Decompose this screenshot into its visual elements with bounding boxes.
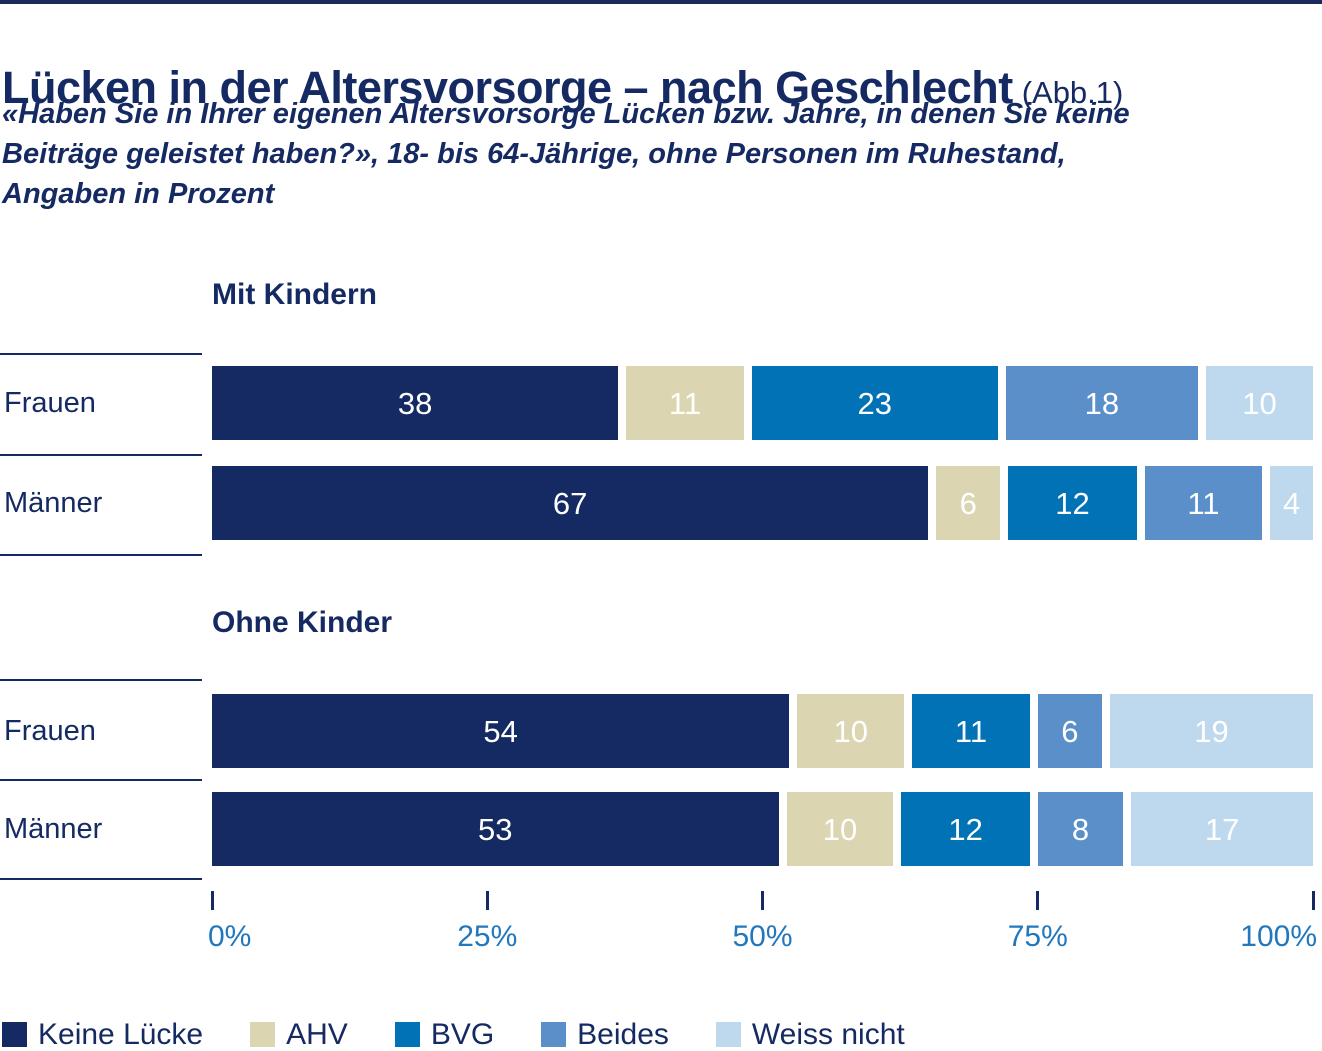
axis-tick [1311, 891, 1315, 910]
row-separator [0, 454, 202, 456]
legend-item-beides: Beides [541, 1019, 669, 1050]
bar-segment-keine-l-cke: 54 [212, 694, 790, 768]
segment-value: 54 [483, 713, 518, 749]
bar-segment-bvg: 12 [901, 792, 1030, 866]
bar-segment-ahv: 10 [797, 694, 905, 768]
legend: Keine Lücke AHV BVG Beides Weiss nicht [2, 1019, 905, 1050]
bar-segment-keine-l-cke: 38 [212, 366, 619, 440]
legend-label-ahv: AHV [286, 1018, 348, 1051]
figure-number: (Abb.1) [1021, 75, 1124, 111]
legend-item-ahv: AHV [250, 1019, 348, 1050]
axis-tick [1036, 891, 1040, 910]
legend-swatch-keine-l-cke [2, 1022, 27, 1047]
segment-value: 17 [1204, 811, 1240, 847]
bar-segment-beides: 11 [1144, 466, 1263, 540]
legend-item-keine-l-cke: Keine Lücke [2, 1019, 203, 1050]
axis-tick [485, 891, 489, 910]
bar-segment-beides: 6 [1037, 694, 1102, 768]
subtitle-line: «Haben Sie in Ihrer eigenen Altersvorsor… [2, 98, 1130, 130]
segment-value: 11 [668, 385, 702, 421]
bar-row-mit-kindern-frauen: 38 11 23 18 10 [212, 366, 1314, 440]
legend-label-beides: Beides [577, 1018, 669, 1051]
legend-item-bvg: BVG [394, 1018, 495, 1051]
subtitle-line: Angaben in Prozent [2, 178, 275, 210]
bar-segment-keine-l-cke: 53 [212, 792, 779, 866]
bar-segment-bvg: 12 [1008, 466, 1137, 540]
legend-swatch-bvg [394, 1022, 420, 1047]
row-label-m-nner: Männer [4, 487, 103, 519]
axis-tick-label: 25% [457, 920, 518, 953]
row-separator [0, 353, 202, 355]
axis-tick-label: 75% [1007, 920, 1068, 953]
bar-segment-keine-l-cke: 67 [212, 466, 929, 540]
axis-tick-label: 0% [208, 920, 252, 953]
group-header-mit-kindern: Mit Kindern [212, 278, 377, 311]
segment-value: 10 [1242, 385, 1277, 421]
segment-value: 6 [959, 485, 977, 521]
bar-segment-ahv: 6 [936, 466, 1001, 540]
segment-value: 10 [833, 713, 868, 749]
segment-value: 6 [1061, 713, 1079, 749]
row-separator [0, 554, 202, 556]
axis-tick-label: 50% [732, 920, 793, 953]
row-separator [0, 679, 202, 681]
segment-value: 18 [1084, 385, 1120, 421]
row-separator [0, 878, 202, 880]
segment-value: 12 [1055, 485, 1090, 521]
legend-label-weiss-nicht: Weiss nicht [751, 1018, 905, 1051]
bar-segment-bvg: 11 [912, 694, 1030, 768]
page-title-text: Lücken in der Altersvorsorge – nach Gesc… [2, 62, 1013, 114]
row-label-m-nner: Männer [4, 813, 103, 845]
axis-tick [210, 891, 214, 910]
legend-label-bvg: BVG [430, 1018, 495, 1051]
segment-value: 8 [1071, 811, 1090, 847]
legend-swatch-beides [541, 1022, 567, 1047]
page-subtitle: «Haben Sie in Ihrer eigenen Altersvorsor… [2, 94, 1130, 214]
bar-segment-beides: 18 [1005, 366, 1199, 440]
bar-segment-weiss-nicht: 19 [1109, 694, 1314, 768]
segment-value: 10 [822, 811, 858, 847]
segment-value: 11 [954, 713, 988, 749]
segment-value: 38 [397, 385, 433, 421]
bar-row-ohne-kinder-frauen: 54 10 11 6 19 [212, 694, 1314, 768]
segment-value: 23 [857, 385, 892, 421]
bar-row-mit-kindern-m-nner: 67 6 12 11 4 [212, 466, 1314, 540]
segment-value: 12 [948, 811, 983, 847]
legend-label-keine-l-cke: Keine Lücke [38, 1018, 204, 1051]
bar-segment-ahv: 10 [786, 792, 894, 866]
segment-value: 4 [1283, 485, 1301, 521]
row-label-frauen: Frauen [4, 715, 96, 747]
legend-item-weiss-nicht: Weiss nicht [715, 1018, 905, 1051]
bar-segment-ahv: 11 [626, 366, 744, 440]
bar-segment-weiss-nicht: 17 [1131, 792, 1313, 866]
bar-segment-beides: 8 [1037, 792, 1124, 866]
bar-row-ohne-kinder-m-nner: 53 10 12 8 17 [212, 792, 1313, 866]
axis-tick-label: 100% [1240, 920, 1317, 953]
axis-tick [761, 891, 764, 910]
segment-value: 53 [478, 811, 513, 847]
bar-segment-bvg: 23 [751, 366, 998, 440]
segment-value: 11 [1187, 485, 1220, 521]
bar-segment-weiss-nicht: 4 [1270, 466, 1314, 540]
legend-swatch-ahv [250, 1022, 276, 1047]
row-label-frauen: Frauen [4, 387, 96, 419]
group-header-ohne-kinder: Ohne Kinder [212, 606, 393, 639]
bar-segment-weiss-nicht: 10 [1206, 366, 1314, 440]
row-separator [0, 779, 202, 781]
page-title: Lücken in der Altersvorsorge – nach Gesc… [2, 62, 1123, 114]
segment-value: 67 [552, 485, 588, 521]
legend-swatch-weiss-nicht [715, 1022, 741, 1047]
subtitle-line: Beiträge geleistet haben?», 18- bis 64-J… [2, 138, 1066, 170]
top-rule [0, 0, 1322, 4]
segment-value: 19 [1194, 713, 1229, 749]
